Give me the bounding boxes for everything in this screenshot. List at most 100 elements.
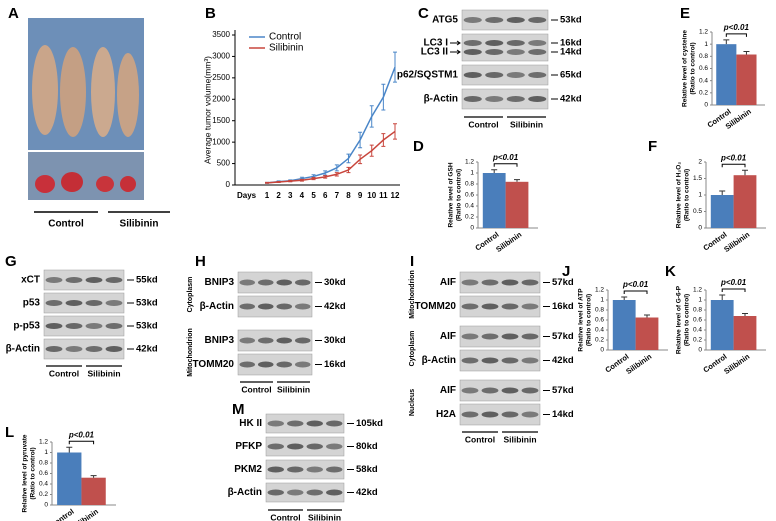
blot-band (485, 40, 504, 46)
blot-strip (265, 459, 345, 480)
bar (81, 477, 106, 505)
blot-band (528, 49, 547, 55)
y-tick-label: 0.6 (699, 65, 708, 72)
blot-band (461, 387, 479, 394)
blot-band (528, 72, 547, 78)
significance-bracket (493, 163, 518, 167)
y-tick-label: 0 (704, 102, 708, 109)
blot-strip (265, 413, 345, 434)
y-tick-label: 0.2 (699, 90, 708, 97)
blot-band (506, 72, 525, 78)
y-axis-label: Relative level of pyruvate (22, 434, 29, 512)
blot-band (287, 443, 304, 450)
blot-band (105, 346, 123, 352)
protein-label: p-p53 (13, 321, 40, 332)
arrow (450, 49, 461, 55)
y-tick-label: 2 (698, 159, 702, 166)
protein-label: AIF (440, 277, 456, 288)
protein-label: p62/SQSTM1 (397, 70, 459, 81)
blot-band (506, 40, 525, 46)
mouse (91, 47, 115, 137)
error-bar (381, 83, 386, 111)
protein-label: H2A (436, 409, 456, 420)
x-tick-label: 1 (265, 191, 270, 200)
error-bar (723, 39, 730, 45)
y-tick-label: 0 (44, 502, 48, 509)
y-tick-label: 0.8 (465, 181, 474, 188)
annotation: p<0.01 (622, 280, 649, 289)
panel-letter: E (680, 5, 690, 22)
error-bar (346, 166, 351, 174)
blot-band (85, 277, 103, 283)
annotation: p<0.01 (723, 23, 750, 32)
blot-band (461, 279, 479, 286)
y-tick-label: 500 (217, 159, 231, 168)
blot-band (239, 361, 256, 368)
annotation: p<0.01 (492, 153, 519, 162)
bar (716, 44, 737, 105)
panel-letter: J (562, 263, 570, 280)
blot-band (267, 466, 284, 473)
size-label: 80kd (356, 441, 378, 452)
y-tick-label: 0.2 (693, 337, 702, 344)
blot-band (485, 96, 504, 102)
protein-label: LC3 II (421, 47, 448, 58)
panel-letter: I (410, 253, 414, 270)
blot-band (287, 466, 304, 473)
photo: A Control Silibinin (8, 5, 170, 230)
y-tick-label: 0.8 (693, 307, 702, 314)
size-label: 42kd (356, 487, 378, 498)
group-label: Control (468, 119, 498, 129)
group-label: Control (48, 219, 84, 230)
blot-band (481, 387, 499, 394)
bar (612, 300, 636, 350)
blot-band (521, 333, 539, 340)
tumor (35, 175, 55, 193)
error-bar (358, 154, 363, 165)
bar (710, 300, 734, 350)
legend-label: Control (269, 32, 301, 43)
y-tick-label: 0.5 (693, 208, 702, 215)
panel-letter: H (195, 253, 206, 270)
blot-band (294, 279, 311, 286)
blot-band (485, 49, 504, 55)
y-tick-label: 0.4 (595, 327, 604, 334)
blot-band (521, 303, 539, 310)
y-axis-label: Relative level of H₂O₂ (676, 162, 683, 229)
y-tick-label: 0.6 (693, 317, 702, 324)
y-tick-label: 1 (600, 297, 604, 304)
blot-band (463, 96, 482, 102)
blot-band (65, 346, 83, 352)
group-label: Silibinin (503, 434, 536, 444)
section-label: Cytoplasm (187, 277, 194, 313)
group-label: Silibinin (308, 512, 341, 521)
blot-band (501, 303, 519, 310)
x-tick-label: 11 (379, 191, 388, 200)
mouse (32, 45, 58, 135)
panel-letter: L (5, 424, 14, 441)
y-axis-label: Relative level of GSH (448, 162, 455, 227)
blot-band (239, 337, 256, 344)
x-tick-label: Silibinin (722, 352, 751, 376)
protein-label: ATG5 (432, 15, 458, 26)
error-bar (719, 190, 726, 195)
panel-letter: C (418, 5, 429, 22)
blot-band (45, 323, 63, 329)
blot-band (45, 300, 63, 306)
significance-bracket (725, 33, 747, 37)
blot-band (463, 40, 482, 46)
blot-strip (459, 403, 541, 426)
significance-bracket (623, 290, 648, 294)
blot-band (521, 357, 539, 364)
y-tick-label: 1000 (212, 137, 230, 146)
series-line (266, 130, 396, 184)
mouse (117, 53, 139, 137)
group-label: Control (241, 384, 271, 394)
blot-band (65, 300, 83, 306)
blot-strip (237, 353, 313, 376)
protein-label: BNIP3 (205, 335, 235, 346)
blot-band (481, 333, 499, 340)
blot-band (501, 357, 519, 364)
blot-band (461, 411, 479, 418)
blot-band (267, 489, 284, 496)
